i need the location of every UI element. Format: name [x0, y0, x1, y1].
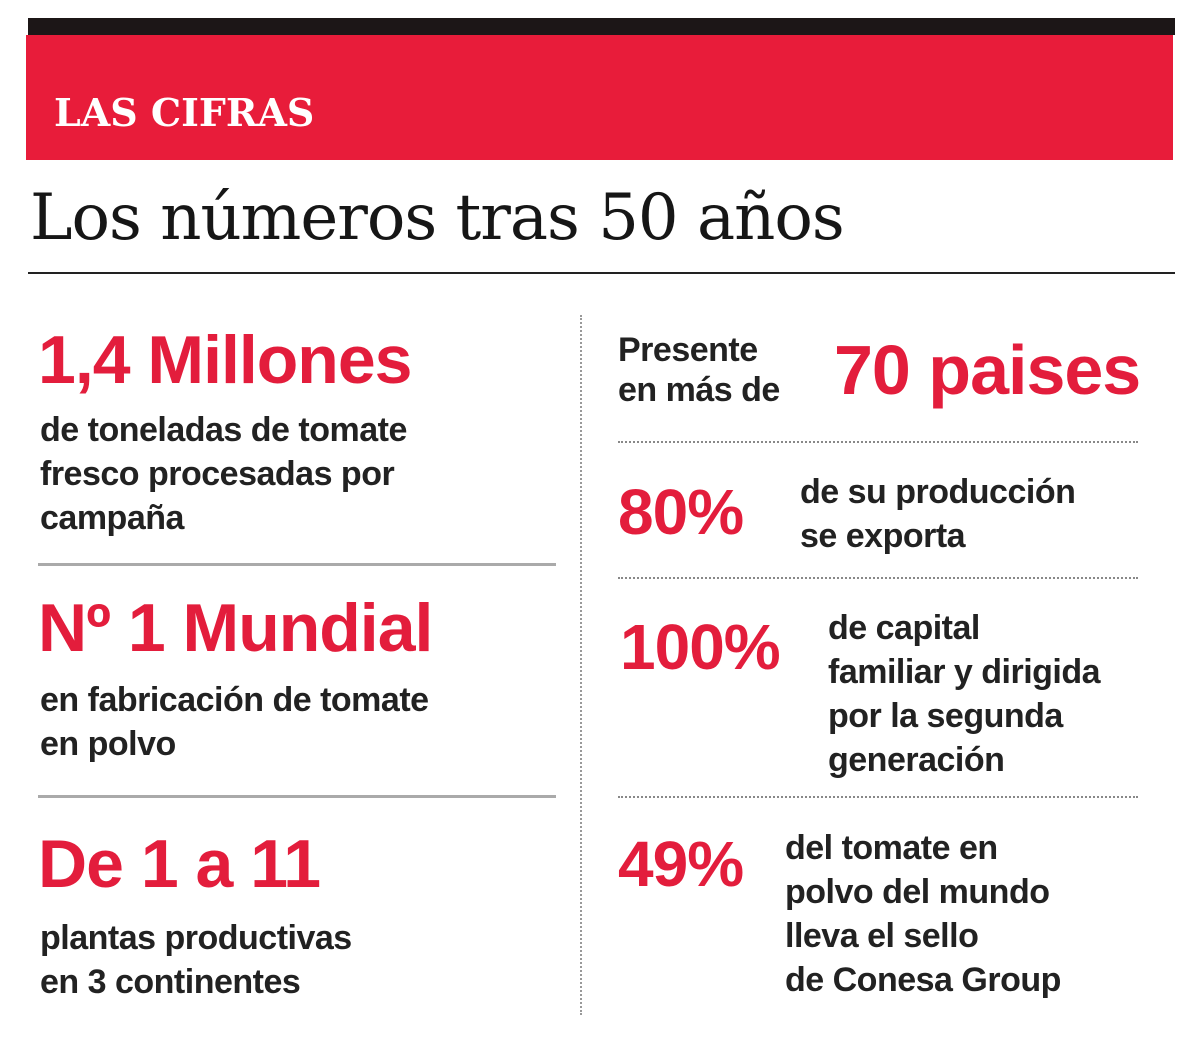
divider: [618, 441, 1138, 443]
desc-line: en polvo: [40, 725, 176, 763]
desc-line: familiar y dirigida: [828, 653, 1101, 691]
desc-line: en 3 continentes: [40, 963, 301, 1001]
stat-figure: Nº 1 Mundial: [38, 590, 433, 666]
desc-line: de toneladas de tomate: [40, 411, 407, 449]
stat-figure: 70 paises: [834, 331, 1141, 409]
desc-line: lleva el sello: [785, 917, 979, 955]
desc-line: polvo del mundo: [785, 873, 1050, 911]
stat-prefix: Presente en más de: [618, 330, 780, 410]
desc-line: se exporta: [800, 517, 966, 555]
stat-figure: 80%: [618, 476, 744, 548]
section-band: [26, 35, 1173, 160]
desc-line: de capital: [828, 609, 980, 647]
stat-description: de toneladas de tomate fresco procesadas…: [40, 408, 407, 540]
page-title: Los números tras 50 años: [30, 181, 845, 255]
divider: [38, 795, 556, 798]
desc-line: de su producción: [800, 473, 1076, 511]
divider: [38, 563, 556, 566]
stat-figure: 1,4 Millones: [38, 322, 412, 398]
stat-figure: 100%: [620, 611, 781, 683]
title-rule: [28, 272, 1175, 274]
desc-line: campaña: [40, 499, 184, 537]
stat-description: de capital familiar y dirigida por la se…: [828, 606, 1101, 782]
divider: [618, 577, 1138, 579]
desc-line: del tomate en: [785, 829, 998, 867]
desc-line: en fabricación de tomate: [40, 681, 429, 719]
stat-description: plantas productivas en 3 continentes: [40, 916, 352, 1004]
top-black-bar: [28, 18, 1175, 35]
desc-line: por la segunda: [828, 697, 1063, 735]
desc-line: plantas productivas: [40, 919, 352, 957]
stat-description: del tomate en polvo del mundo lleva el s…: [785, 826, 1061, 1002]
desc-line: Presente: [618, 331, 758, 369]
stat-description: en fabricación de tomate en polvo: [40, 678, 429, 766]
desc-line: generación: [828, 741, 1005, 779]
stat-figure: 49%: [618, 828, 744, 900]
desc-line: de Conesa Group: [785, 961, 1061, 999]
stat-description: de su producción se exporta: [800, 470, 1076, 558]
desc-line: fresco procesadas por: [40, 455, 395, 493]
stat-figure: De 1 a 11: [38, 826, 321, 902]
section-kicker: LAS CIFRAS: [54, 90, 315, 135]
divider: [618, 796, 1138, 798]
desc-line: en más de: [618, 371, 780, 409]
column-divider: [580, 315, 582, 1015]
